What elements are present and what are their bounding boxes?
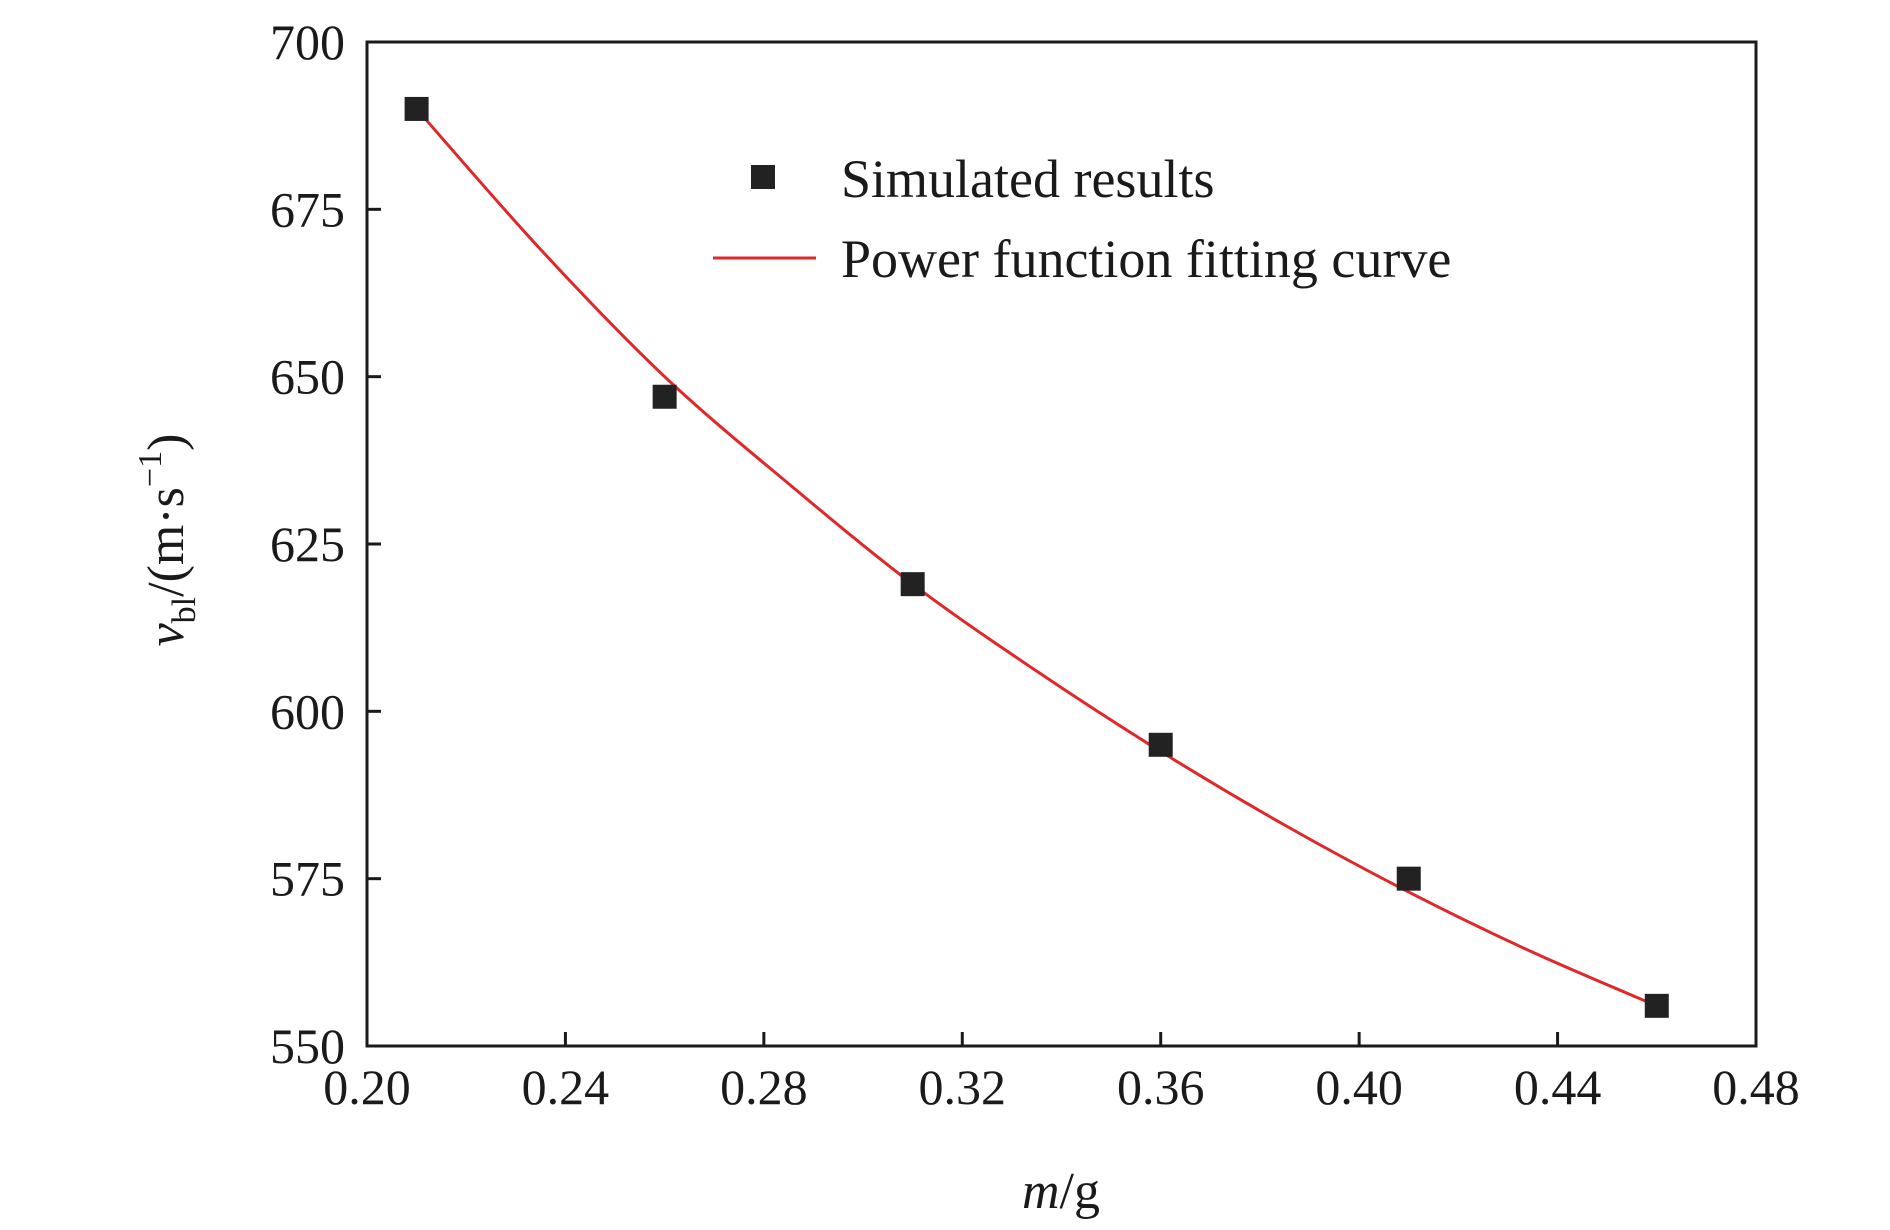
y-tick-label: 600 [270, 683, 345, 739]
y-tick-label: 550 [270, 1018, 345, 1074]
x-tick-label: 0.32 [919, 1059, 1007, 1115]
x-tick-label: 0.24 [522, 1059, 610, 1115]
simulated-point [900, 572, 925, 597]
y-axis-title: vbl/(m·s−1) [132, 434, 203, 647]
x-tick-label: 0.36 [1117, 1059, 1205, 1115]
y-tick-label: 675 [270, 181, 345, 237]
y-axis-title-close: ) [138, 434, 195, 451]
simulated-point [1396, 866, 1421, 891]
y-axis-title-superscript: −1 [132, 451, 169, 487]
series-layer [404, 96, 1669, 1018]
x-tick-label: 0.28 [720, 1059, 808, 1115]
simulated-point [1148, 732, 1173, 757]
y-axis-title-unit: /(m·s [138, 487, 195, 597]
legend-label-fitting: Power function fitting curve [841, 229, 1451, 289]
y-axis-title-subscript: bl [166, 597, 203, 623]
x-axis-title: m/g [1022, 1163, 1100, 1220]
x-tick-label: 0.40 [1315, 1059, 1403, 1115]
legend: Simulated results Power function fitting… [713, 149, 1451, 289]
x-tick-label: 0.20 [323, 1059, 411, 1115]
y-axis-ticks: 550 575 600 625 650 675 700 [270, 14, 381, 1074]
simulated-point [652, 384, 677, 409]
legend-marker-simulated [751, 165, 775, 189]
x-axis-title-unit: /g [1060, 1163, 1100, 1220]
x-tick-label: 0.44 [1514, 1059, 1602, 1115]
y-tick-label: 700 [270, 14, 345, 70]
x-axis-title-italic: m [1022, 1163, 1060, 1220]
x-tick-label: 0.48 [1712, 1059, 1800, 1115]
y-tick-label: 650 [270, 349, 345, 405]
x-axis-ticks: 0.20 0.24 0.28 0.32 0.36 0.40 0.44 0.48 [323, 1032, 1800, 1115]
fitting-curve-line [415, 107, 1658, 1008]
simulated-point [404, 96, 429, 121]
legend-label-simulated: Simulated results [841, 149, 1214, 209]
y-axis-title-italic: v [138, 622, 195, 646]
y-tick-label: 625 [270, 516, 345, 572]
y-tick-label: 575 [270, 851, 345, 907]
simulated-point [1644, 993, 1669, 1018]
